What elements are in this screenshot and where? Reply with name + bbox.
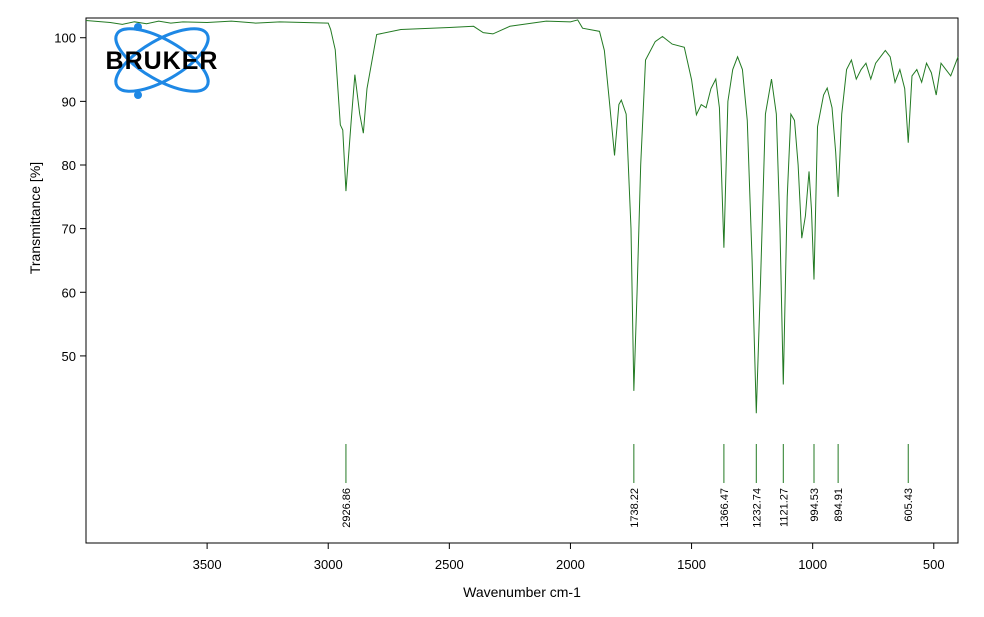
x-axis-label: Wavenumber cm-1 bbox=[463, 584, 581, 600]
logo-orbit bbox=[114, 27, 210, 93]
peak-label: 894.91 bbox=[833, 488, 845, 522]
peak-label: 1232.74 bbox=[751, 488, 763, 528]
x-tick-label: 1000 bbox=[798, 557, 827, 572]
logo-dot bbox=[134, 23, 142, 31]
peak-label: 1121.27 bbox=[778, 488, 790, 527]
logo-dot bbox=[134, 91, 142, 99]
x-tick-label: 3000 bbox=[314, 557, 343, 572]
y-tick-label: 80 bbox=[62, 158, 76, 173]
peak-label: 1366.47 bbox=[719, 488, 731, 528]
y-tick-label: 100 bbox=[54, 31, 76, 46]
x-tick-label: 2500 bbox=[435, 557, 464, 572]
logo-text: BRUKER bbox=[106, 47, 219, 75]
y-tick-label: 90 bbox=[62, 94, 76, 109]
logo-orbit bbox=[114, 27, 210, 93]
y-tick-label: 50 bbox=[62, 349, 76, 364]
plot-frame bbox=[85, 17, 959, 544]
x-tick-label: 3500 bbox=[193, 557, 222, 572]
x-tick-label: 500 bbox=[923, 557, 945, 572]
peak-label: 994.53 bbox=[809, 488, 821, 522]
y-tick-label: 60 bbox=[62, 285, 76, 300]
x-tick-label: 1500 bbox=[677, 557, 706, 572]
spectrum-line bbox=[85, 19, 959, 414]
x-tick-label: 2000 bbox=[556, 557, 585, 572]
peak-label: 1738.22 bbox=[629, 488, 641, 528]
logo: BRUKER bbox=[106, 23, 219, 99]
y-tick-label: 70 bbox=[62, 222, 76, 237]
peak-label: 605.43 bbox=[903, 488, 915, 522]
y-axis-label: Transmittance [%] bbox=[27, 162, 43, 274]
peak-label: 2926.86 bbox=[341, 488, 353, 528]
